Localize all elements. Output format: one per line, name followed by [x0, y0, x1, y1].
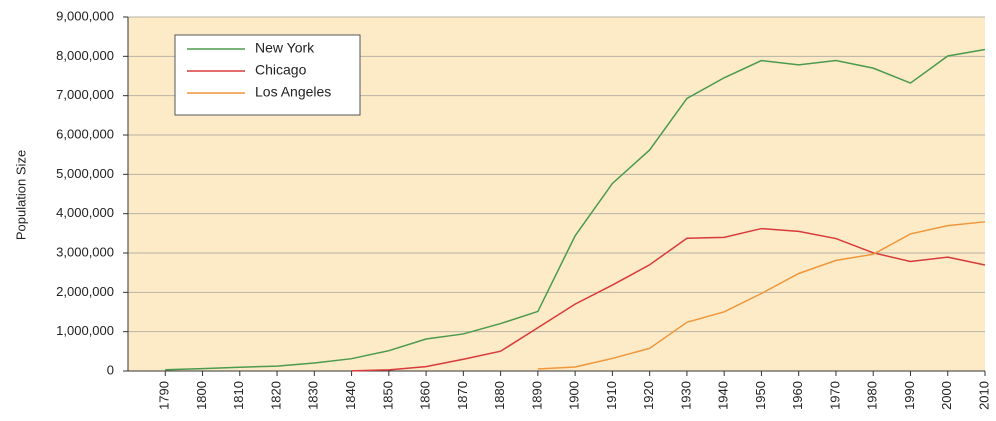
y-tick-label: 0 — [107, 362, 114, 377]
x-tick-label: 1820 — [268, 381, 283, 410]
x-tick-label: 2010 — [976, 381, 991, 410]
y-tick-label: 6,000,000 — [56, 126, 114, 141]
series-line — [165, 48, 986, 371]
x-tick-label: 2000 — [939, 381, 954, 410]
x-tick-label: 1800 — [194, 381, 209, 410]
y-axis-title: Population Size — [13, 150, 28, 240]
x-tick-label: 1840 — [343, 381, 358, 410]
y-tick-label: 5,000,000 — [56, 166, 114, 181]
x-tick-label: 1970 — [827, 381, 842, 410]
x-tick-label: 1900 — [567, 381, 582, 410]
x-tick-label: 1860 — [418, 381, 433, 410]
x-tick-label: 1940 — [716, 381, 731, 410]
x-tick-label: 1850 — [380, 381, 395, 410]
y-tick-label: 2,000,000 — [56, 284, 114, 299]
x-tick-label: 1870 — [455, 381, 470, 410]
series-line — [351, 227, 986, 372]
legend-label: New York — [255, 40, 315, 56]
y-tick-label: 9,000,000 — [56, 8, 114, 23]
x-tick-label: 1830 — [306, 381, 321, 410]
x-tick-label: 1790 — [157, 381, 172, 410]
legend-label: Los Angeles — [255, 84, 331, 100]
x-tick-label: 1810 — [231, 381, 246, 410]
series-line — [537, 221, 986, 370]
y-tick-label: 1,000,000 — [56, 323, 114, 338]
x-tick-label: 1930 — [678, 381, 693, 410]
x-tick-label: 1920 — [641, 381, 656, 410]
x-tick-label: 1980 — [865, 381, 880, 410]
x-tick-label: 1910 — [604, 381, 619, 410]
x-tick-label: 1960 — [790, 381, 805, 410]
x-tick-label: 1990 — [902, 381, 917, 410]
legend-label: Chicago — [255, 62, 307, 78]
y-tick-label: 8,000,000 — [56, 48, 114, 63]
y-tick-label: 4,000,000 — [56, 205, 114, 220]
y-tick-label: 3,000,000 — [56, 244, 114, 259]
x-tick-label: 1880 — [492, 381, 507, 410]
x-tick-label: 1950 — [753, 381, 768, 410]
y-tick-label: 7,000,000 — [56, 87, 114, 102]
x-tick-label: 1890 — [529, 381, 544, 410]
